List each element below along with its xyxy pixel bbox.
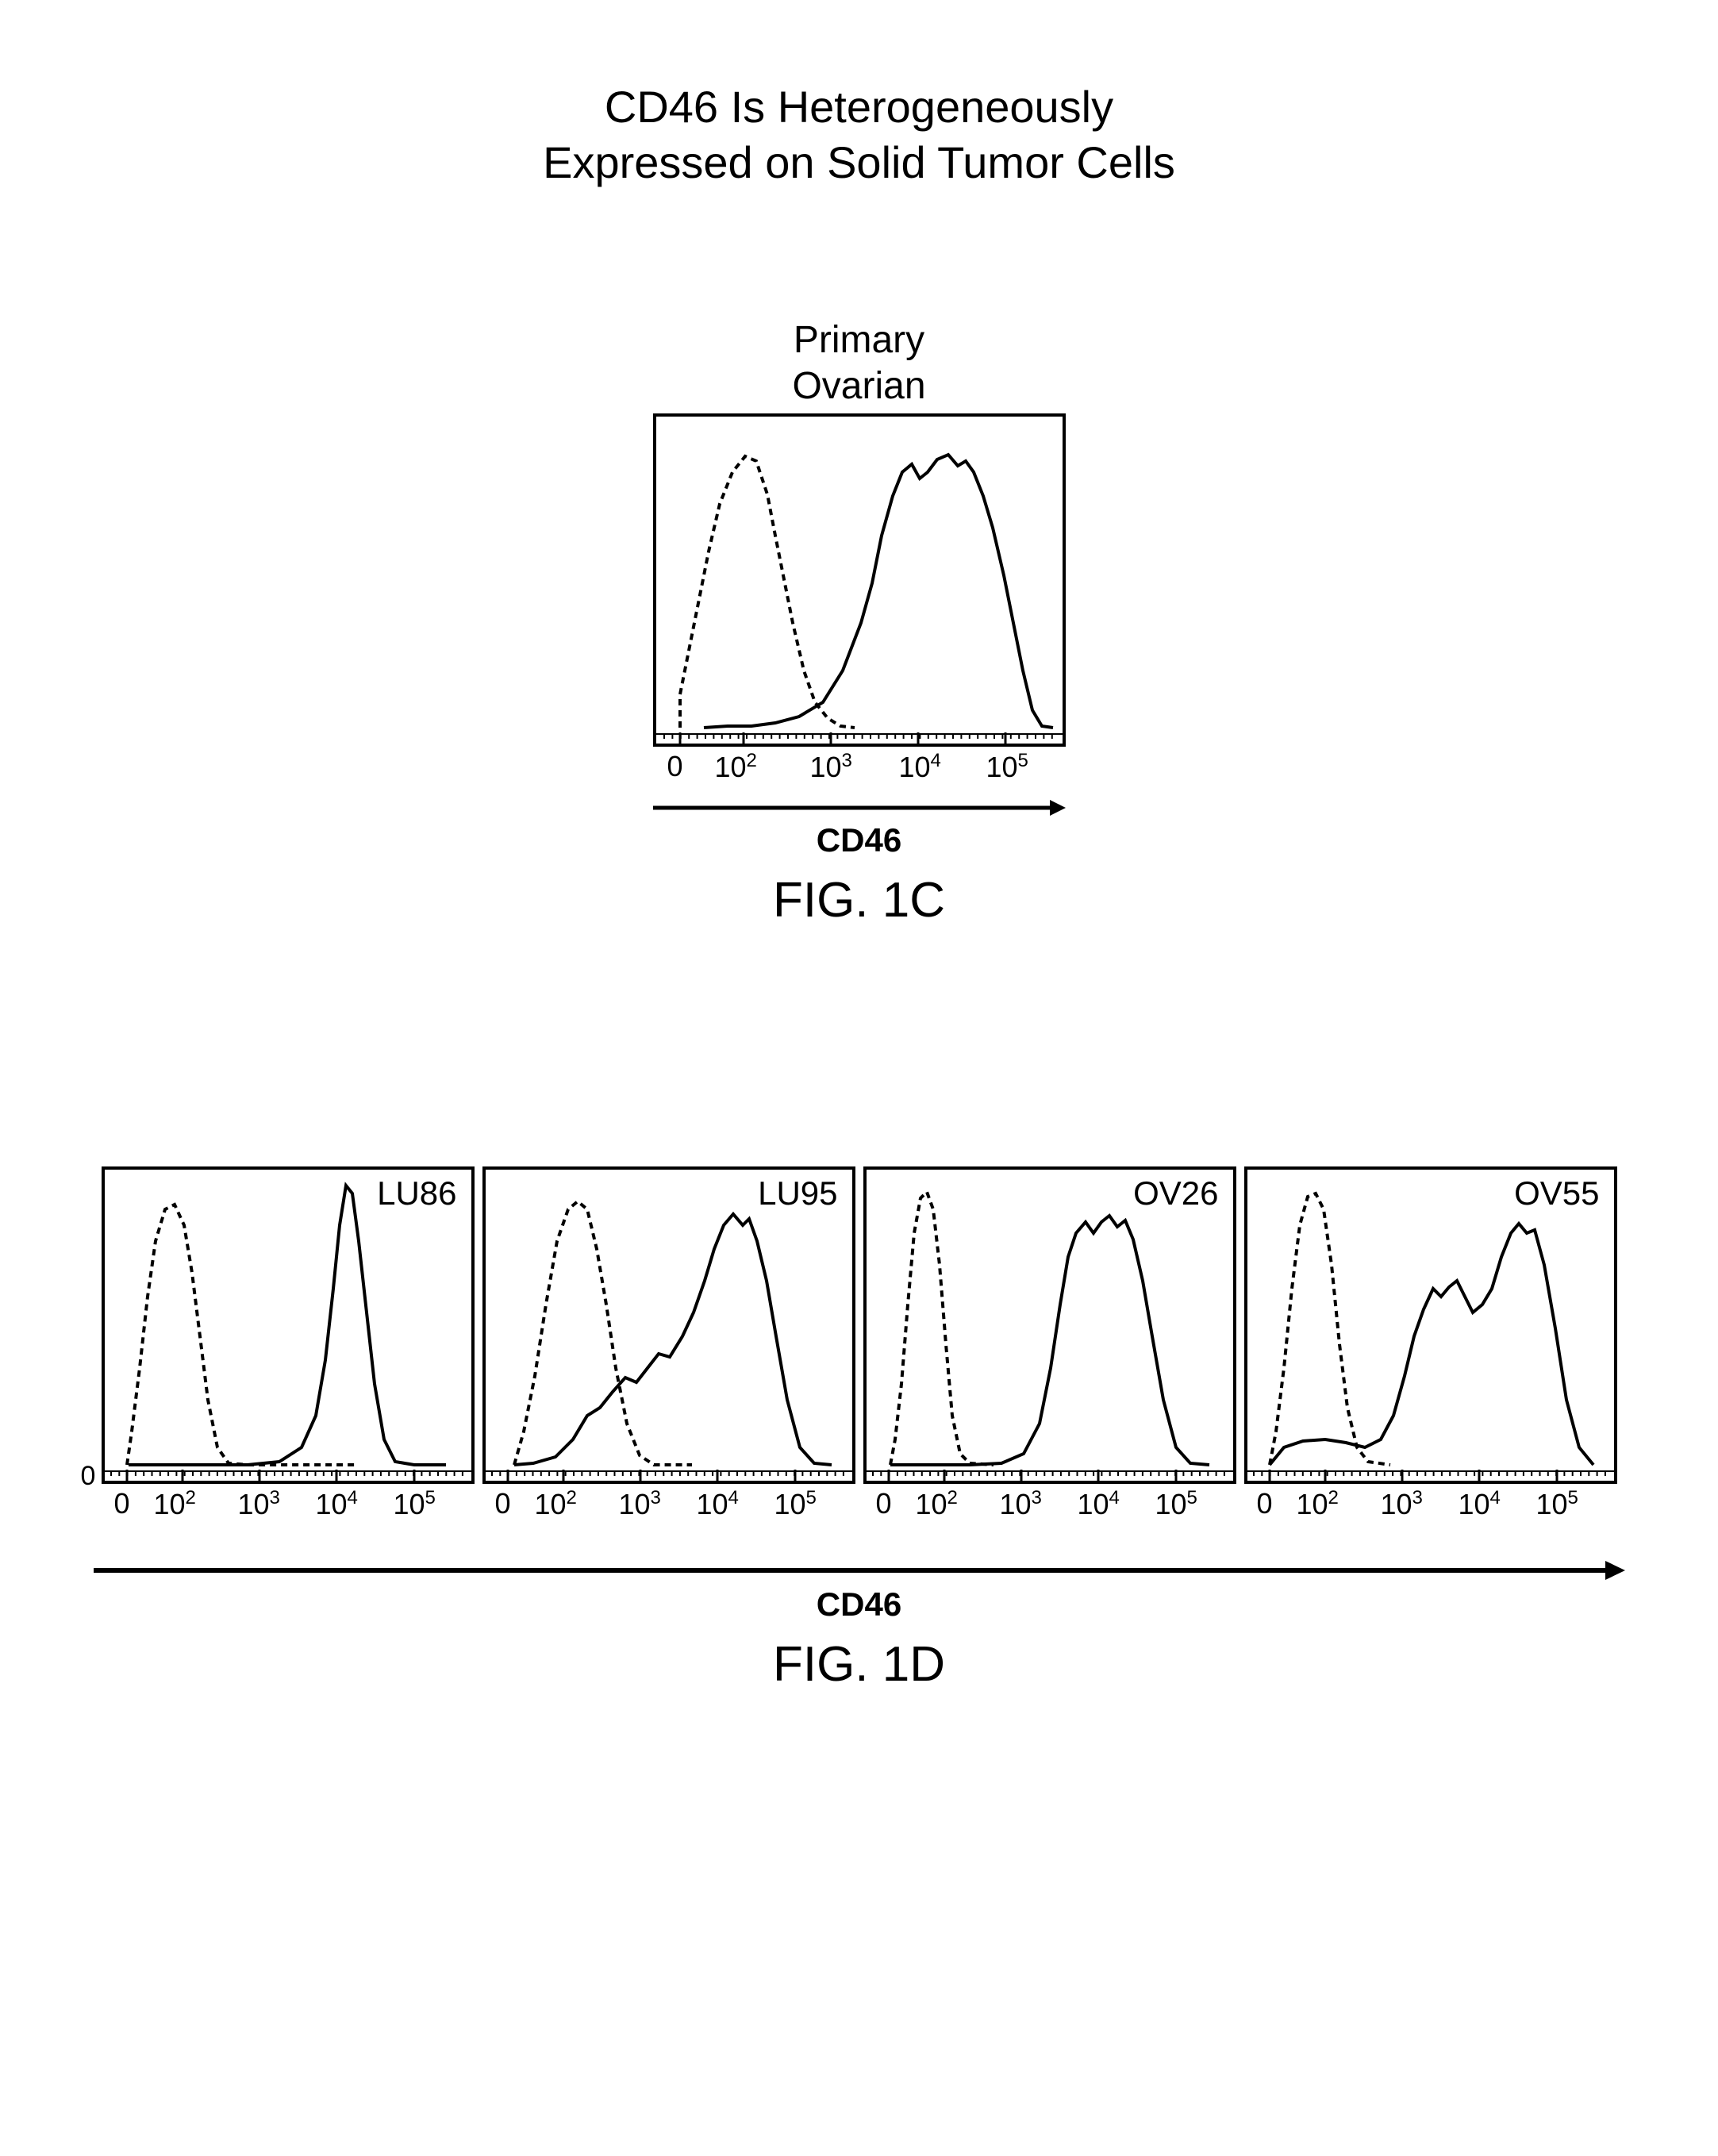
x-tick-label: 102: [1297, 1487, 1339, 1521]
arrow-svg: [653, 797, 1066, 818]
fig-1d: LU8600102103104105LU950102103104105OV260…: [0, 1166, 1718, 1693]
x-tick-label: 102: [916, 1487, 958, 1521]
x-tick-label: 104: [316, 1487, 358, 1521]
x-tick-label: 105: [1155, 1487, 1197, 1521]
control-curve: [890, 1192, 994, 1465]
fig1c-panel-title-line2: Ovarian: [792, 363, 925, 409]
x-tick-label: 103: [1381, 1487, 1423, 1521]
fig1d-label: FIG. 1D: [79, 1636, 1639, 1693]
fig1d-panels-row: LU8600102103104105LU950102103104105OV260…: [79, 1166, 1639, 1535]
fig-1c: Primary Ovarian 0102103104105 CD4: [0, 317, 1718, 928]
x-tick-label: 104: [899, 750, 941, 784]
fig1c-control-curve: [680, 456, 855, 728]
tick-row: 0 102 103 104 105: [863, 1487, 1236, 1535]
control-curve: [127, 1205, 359, 1465]
x-tick-label: 0: [667, 750, 683, 783]
y-tick-zero: 0: [81, 1461, 96, 1492]
fig1d-histogram-panel: LU860: [102, 1166, 475, 1484]
tick-row: 0 102 103 104 105: [102, 1487, 475, 1535]
x-tick-label: 0: [1257, 1487, 1273, 1520]
fig1d-histogram-panel: OV26: [863, 1166, 1236, 1484]
x-tick-label: 105: [394, 1487, 436, 1521]
fig1d-x-tick-labels: 0 102 103 104 105: [102, 1487, 475, 1535]
fig1d-x-tick-labels: 0 102 103 104 105: [863, 1487, 1236, 1535]
x-tick-label: 104: [1459, 1487, 1501, 1521]
page-root: CD46 Is Heterogeneously Expressed on Sol…: [0, 0, 1718, 2156]
x-tick-label: 0: [114, 1487, 130, 1520]
fig1d-panel-column: LU8600 102 103 104 105: [102, 1166, 475, 1535]
sample-curve: [129, 1186, 446, 1465]
fig1c-panel-title-line1: Primary: [792, 317, 925, 363]
fig1c-sample-curve: [704, 455, 1053, 728]
x-tick-label: 0: [495, 1487, 511, 1520]
sample-curve: [890, 1216, 1209, 1465]
fig1c-axis-arrow: [653, 797, 1066, 818]
sample-curve: [1270, 1224, 1593, 1465]
fig1d-panel-column: OV550 102 103 104 105: [1244, 1166, 1617, 1535]
x-tick-label: 102: [715, 750, 757, 784]
fig1d-panel-column: OV260 102 103 104 105: [863, 1166, 1236, 1535]
fig1d-panel-svg: [1247, 1170, 1614, 1481]
x-tick-label: 105: [774, 1487, 817, 1521]
fig1c-svg: [656, 417, 1063, 744]
x-tick-label: 103: [1000, 1487, 1042, 1521]
fig1d-x-axis-name: CD46: [79, 1585, 1639, 1624]
fig1c-x-axis-name: CD46: [817, 821, 901, 859]
arrow-svg: [94, 1558, 1625, 1582]
x-tick-label: 104: [697, 1487, 739, 1521]
fig1d-panel-svg: [105, 1170, 471, 1481]
x-tick-label: 105: [1536, 1487, 1578, 1521]
fig1d-histogram-panel: LU95: [482, 1166, 855, 1484]
x-tick-label: 103: [238, 1487, 280, 1521]
fig1d-x-tick-labels: 0 102 103 104 105: [482, 1487, 855, 1535]
fig1d-panel-svg: [486, 1170, 852, 1481]
tick-row: 0 102 103 104 105: [482, 1487, 855, 1535]
control-curve: [514, 1201, 692, 1465]
fig1c-panel-title: Primary Ovarian: [792, 317, 925, 409]
x-tick-label: 0: [876, 1487, 892, 1520]
x-tick-label: 102: [535, 1487, 577, 1521]
x-tick-label: 105: [986, 750, 1028, 784]
fig1c-x-tick-labels: 0 102 103 104 105: [653, 750, 1066, 797]
fig1d-panel-svg: [867, 1170, 1233, 1481]
fig1d-histogram-panel: OV55: [1244, 1166, 1617, 1484]
control-curve: [1270, 1193, 1390, 1465]
x-tick-label: 103: [619, 1487, 661, 1521]
fig1c-tick-row: 0 102 103 104 105: [653, 750, 1066, 797]
title-line-2: Expressed on Solid Tumor Cells: [0, 135, 1718, 190]
tick-row: 0 102 103 104 105: [1244, 1487, 1617, 1535]
x-tick-label: 103: [810, 750, 852, 784]
title-line-1: CD46 Is Heterogeneously: [0, 79, 1718, 135]
sample-curve: [514, 1214, 832, 1465]
fig1d-x-tick-labels: 0 102 103 104 105: [1244, 1487, 1617, 1535]
figure-title: CD46 Is Heterogeneously Expressed on Sol…: [0, 79, 1718, 190]
x-tick-label: 104: [1078, 1487, 1120, 1521]
fig1d-panel-column: LU950 102 103 104 105: [482, 1166, 855, 1535]
x-tick-label: 102: [154, 1487, 196, 1521]
fig1c-label: FIG. 1C: [773, 872, 945, 928]
fig1d-axis-arrow: [94, 1558, 1625, 1582]
fig1c-histogram-panel: [653, 413, 1066, 747]
